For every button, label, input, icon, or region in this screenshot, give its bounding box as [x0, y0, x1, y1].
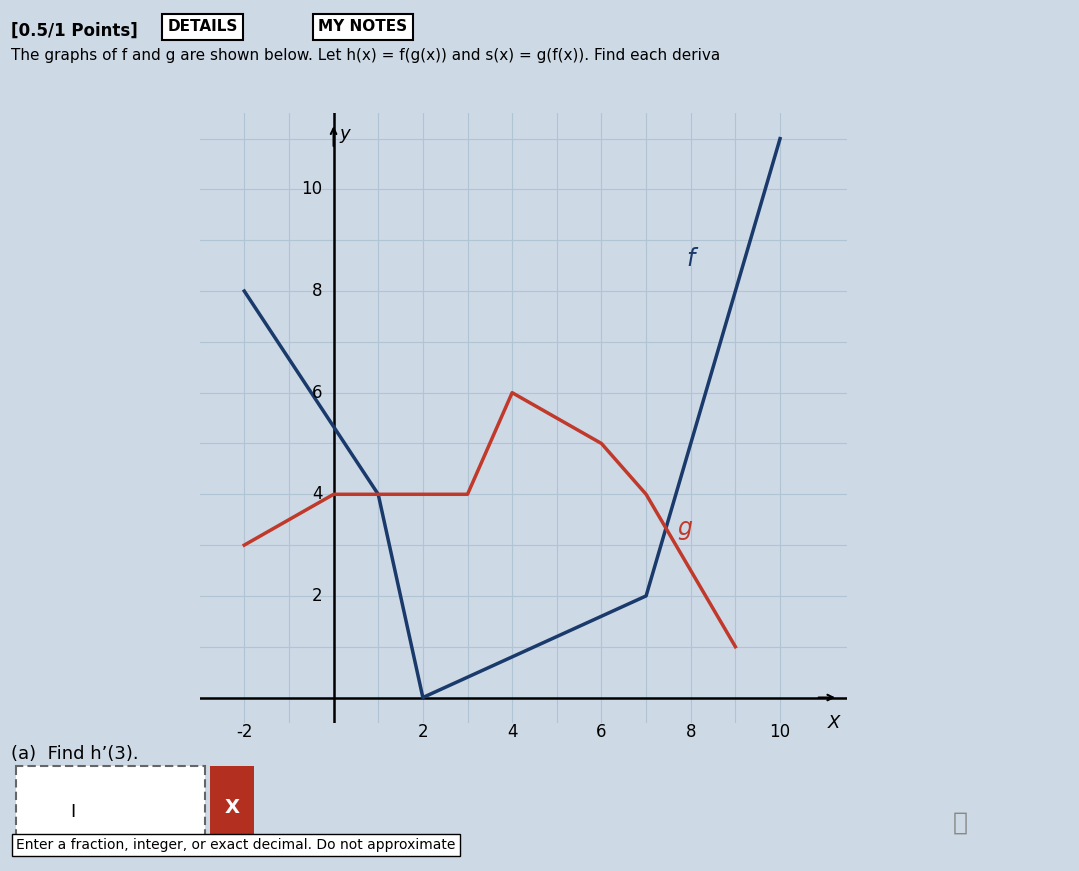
Text: -2: -2	[236, 723, 252, 741]
Text: y: y	[340, 125, 350, 143]
Text: 6: 6	[597, 723, 606, 741]
Text: (a)  Find h’(3).: (a) Find h’(3).	[11, 745, 138, 763]
Text: 10: 10	[769, 723, 791, 741]
Text: X: X	[828, 714, 839, 732]
Text: MY NOTES: MY NOTES	[318, 19, 408, 34]
Text: 2: 2	[418, 723, 428, 741]
Text: [0.5/1 Points]: [0.5/1 Points]	[11, 22, 137, 40]
Text: 8: 8	[685, 723, 696, 741]
Text: g: g	[678, 516, 693, 540]
Text: DETAILS: DETAILS	[167, 19, 237, 34]
Text: 8: 8	[312, 282, 323, 300]
Text: 2: 2	[312, 587, 323, 604]
Text: Enter a fraction, integer, or exact decimal. Do not approximate: Enter a fraction, integer, or exact deci…	[16, 838, 455, 852]
Text: f: f	[686, 246, 695, 271]
Text: ⓘ: ⓘ	[953, 811, 968, 835]
Text: 4: 4	[507, 723, 518, 741]
Text: 4: 4	[312, 485, 323, 503]
Text: The graphs of f and g are shown below. Let h(x) = f(g(x)) and s(x) = g(f(x)). Fi: The graphs of f and g are shown below. L…	[11, 48, 720, 63]
Text: 10: 10	[301, 180, 323, 199]
Text: X: X	[224, 799, 240, 817]
Text: I: I	[70, 803, 76, 821]
Text: 6: 6	[312, 384, 323, 402]
